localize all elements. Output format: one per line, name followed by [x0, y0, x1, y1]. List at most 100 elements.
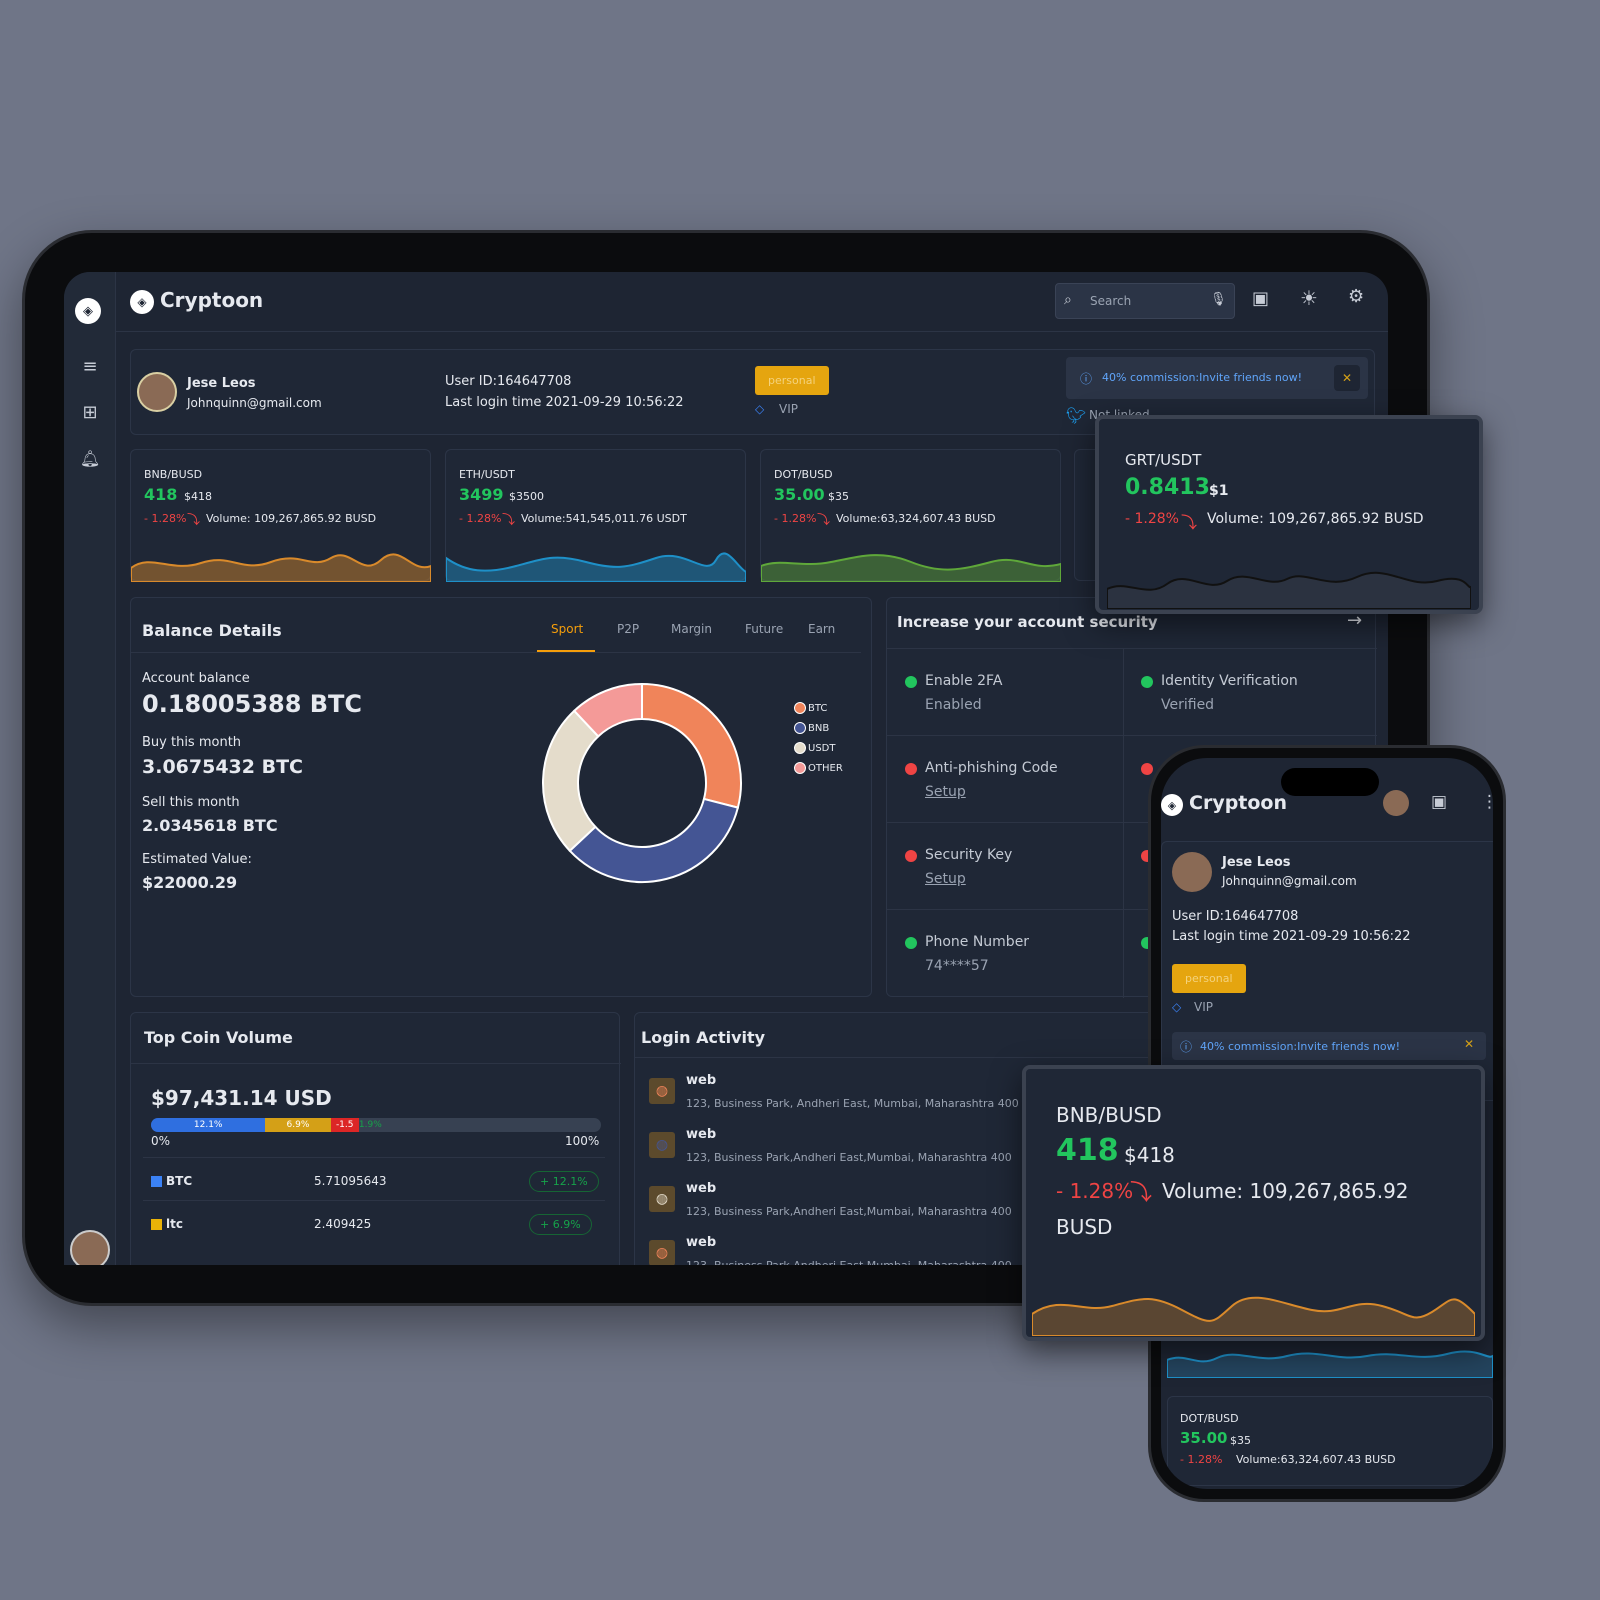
mic-icon[interactable]: 🎙︎ [1210, 292, 1227, 307]
ticker-unit: BUSD [1056, 1215, 1113, 1239]
ticker-pair: ETH/USDT [459, 468, 515, 481]
header-divider [116, 331, 1388, 332]
brand-logo-icon: ◈ [1161, 794, 1183, 816]
coin-color-swatch [151, 1176, 162, 1187]
divider [887, 822, 1377, 823]
estimated-label: Estimated Value: [142, 852, 252, 867]
wallet-icon[interactable]: ▣ [1431, 792, 1448, 812]
legend-item: BNB [794, 718, 843, 738]
personal-badge: personal [1172, 964, 1246, 993]
legend-swatch [794, 702, 806, 714]
ticker-pair: GRT/USDT [1125, 451, 1202, 469]
donut-slice-other[interactable] [572, 682, 643, 738]
ticker-sparkline [131, 553, 431, 582]
status-dot [905, 763, 917, 775]
ticker-card[interactable]: DOT/BUSD 35.00 $35 - 1.28% ⤵ Volume:63,3… [760, 449, 1061, 582]
profile-avatar [137, 372, 177, 412]
ticker-volume: Volume:63,324,607.43 BUSD [1236, 1453, 1396, 1466]
tab-sport[interactable]: Sport [551, 622, 584, 636]
globe-icon: ◍ [649, 1240, 675, 1265]
twitter-icon: 🐦︎ [1066, 406, 1087, 425]
menu-icon[interactable]: ≡ [82, 355, 98, 377]
donut-slice-btc[interactable] [641, 682, 742, 809]
arrow-right-icon[interactable]: → [1347, 610, 1363, 631]
notice-text: 40% commission:Invite friends now! [1102, 371, 1303, 384]
ticker-usd: $3500 [509, 490, 544, 503]
ticker-price: 418 [1056, 1133, 1119, 1168]
ticker-usd: $35 [1230, 1434, 1251, 1447]
tab-future[interactable]: Future [745, 622, 784, 636]
ticker-card[interactable]: ETH/USDT 3499 $3500 - 1.28% ⤵ Volume:541… [445, 449, 746, 582]
gear-icon[interactable]: ⚙ [1348, 286, 1365, 307]
divider [887, 648, 1377, 649]
phone-profile-card: Jese Leos Johnquinn@gmail.com User ID:16… [1161, 841, 1493, 1101]
tab-earn[interactable]: Earn [808, 622, 836, 636]
status-dot [905, 937, 917, 949]
grt-sparkline [1107, 571, 1471, 609]
security-status[interactable]: Setup [925, 784, 966, 800]
security-status[interactable]: Setup [925, 871, 966, 887]
profile-email: Johnquinn@gmail.com [1222, 874, 1357, 888]
coin-change-badge: + 12.1% [529, 1171, 599, 1192]
globe-icon: ◍ [649, 1078, 675, 1104]
donut-slice-bnb[interactable] [568, 797, 740, 883]
ticker-usd: $1 [1209, 483, 1229, 499]
legend-label: BTC [808, 702, 828, 714]
legend-item: USDT [794, 738, 843, 758]
active-tab-indicator [537, 650, 595, 652]
ticker-pair: BNB/BUSD [144, 468, 203, 481]
arrow-down-icon: ⤵ [187, 513, 201, 528]
status-dot [1141, 676, 1153, 688]
search-input[interactable]: ⌕ Search 🎙︎ [1055, 283, 1235, 319]
tablet-screen: ◈ ≡ ⊞ 🔔︎ ◈ Cryptoon ⌕ Search 🎙︎ ▣ ☀ ⚙ Je… [64, 272, 1388, 1265]
security-status: 74****57 [925, 958, 989, 974]
donut-slice-usdt[interactable] [542, 709, 600, 853]
status-dot [1141, 763, 1153, 775]
security-status: Enabled [925, 697, 982, 713]
top-coin-total: $97,431.14 USD [151, 1086, 332, 1110]
tab-p2p[interactable]: P2P [617, 622, 640, 636]
balance-title: Balance Details [142, 621, 282, 640]
more-icon[interactable]: ⋮ [1481, 792, 1493, 812]
ticker-card[interactable]: BNB/BUSD 418 $418 - 1.28% ⤵ Volume: 109,… [130, 449, 431, 582]
coin-color-swatch [151, 1219, 162, 1230]
wallet-icon[interactable]: ▣ [1252, 288, 1270, 309]
sell-value: 2.0345618 BTC [142, 816, 278, 835]
sun-icon[interactable]: ☀ [1300, 286, 1318, 310]
divider [143, 1200, 605, 1201]
avatar[interactable] [70, 1230, 110, 1265]
login-type: web [686, 1073, 717, 1088]
avatar[interactable] [1383, 790, 1409, 816]
ticker-change: - 1.28% [459, 512, 502, 525]
account-value: 0.18005388 BTC [142, 690, 363, 718]
ticker-pair: DOT/BUSD [774, 468, 833, 481]
ticker-price: 3499 [459, 485, 504, 504]
ticker-price: 0.8413 [1125, 475, 1210, 500]
security-label: Phone Number [925, 934, 1030, 950]
close-icon[interactable]: ✕ [1464, 1037, 1475, 1051]
tab-margin[interactable]: Margin [671, 622, 712, 636]
ticker-price: 35.00 [774, 485, 825, 504]
security-label: Security Key [925, 847, 1013, 863]
login-address: 123, Business Park,Andheri East,Mumbai, … [686, 1151, 1012, 1164]
security-label: Enable 2FA [925, 673, 1003, 689]
ticker-volume: Volume:541,545,011.76 USDT [521, 512, 687, 525]
login-type: web [686, 1127, 717, 1142]
bell-icon[interactable]: 🔔︎ [79, 448, 101, 468]
close-icon[interactable]: ✕ [1334, 365, 1360, 391]
legend-swatch [794, 742, 806, 754]
divider [635, 1057, 1235, 1058]
login-address: 123, Business Park,Andheri East,Mumbai, … [686, 1259, 1012, 1265]
logo-icon[interactable]: ◈ [75, 298, 101, 324]
login-type: web [686, 1181, 717, 1196]
legend-label: BNB [808, 722, 830, 734]
ticker-usd: $35 [828, 490, 849, 503]
grid-icon[interactable]: ⊞ [82, 401, 98, 423]
profile-name: Jese Leos [1222, 855, 1291, 870]
brand-logo-icon: ◈ [130, 290, 154, 314]
account-label: Account balance [142, 671, 250, 686]
sidebar: ◈ ≡ ⊞ 🔔︎ [64, 272, 116, 1265]
security-title: Increase your account security [897, 613, 1158, 631]
diamond-icon: ◇ [1172, 1000, 1182, 1014]
arrow-down-icon: ⤵ [502, 513, 516, 528]
